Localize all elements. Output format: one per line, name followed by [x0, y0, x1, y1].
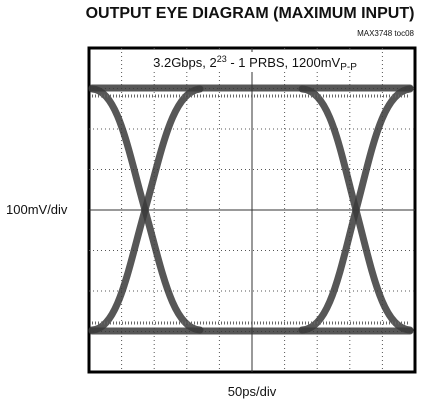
subtitle-text: 3.2Gbps, 2 [153, 55, 217, 70]
scope-screen: 3.2Gbps, 223 - 1 PRBS, 1200mVP-P [89, 48, 415, 372]
subtitle-subscript: P-P [340, 62, 357, 73]
x-axis-label: 50ps/div [228, 384, 277, 399]
figure-code: MAX3748 toc08 [357, 29, 414, 38]
y-axis-label: 100mV/div [6, 202, 68, 217]
eye-diagram: OUTPUT EYE DIAGRAM (MAXIMUM INPUT) MAX37… [0, 0, 431, 406]
title: OUTPUT EYE DIAGRAM (MAXIMUM INPUT) [86, 5, 415, 22]
subtitle-exponent: 23 [217, 54, 227, 64]
subtitle-text: - 1 PRBS, 1200mV [227, 55, 341, 70]
